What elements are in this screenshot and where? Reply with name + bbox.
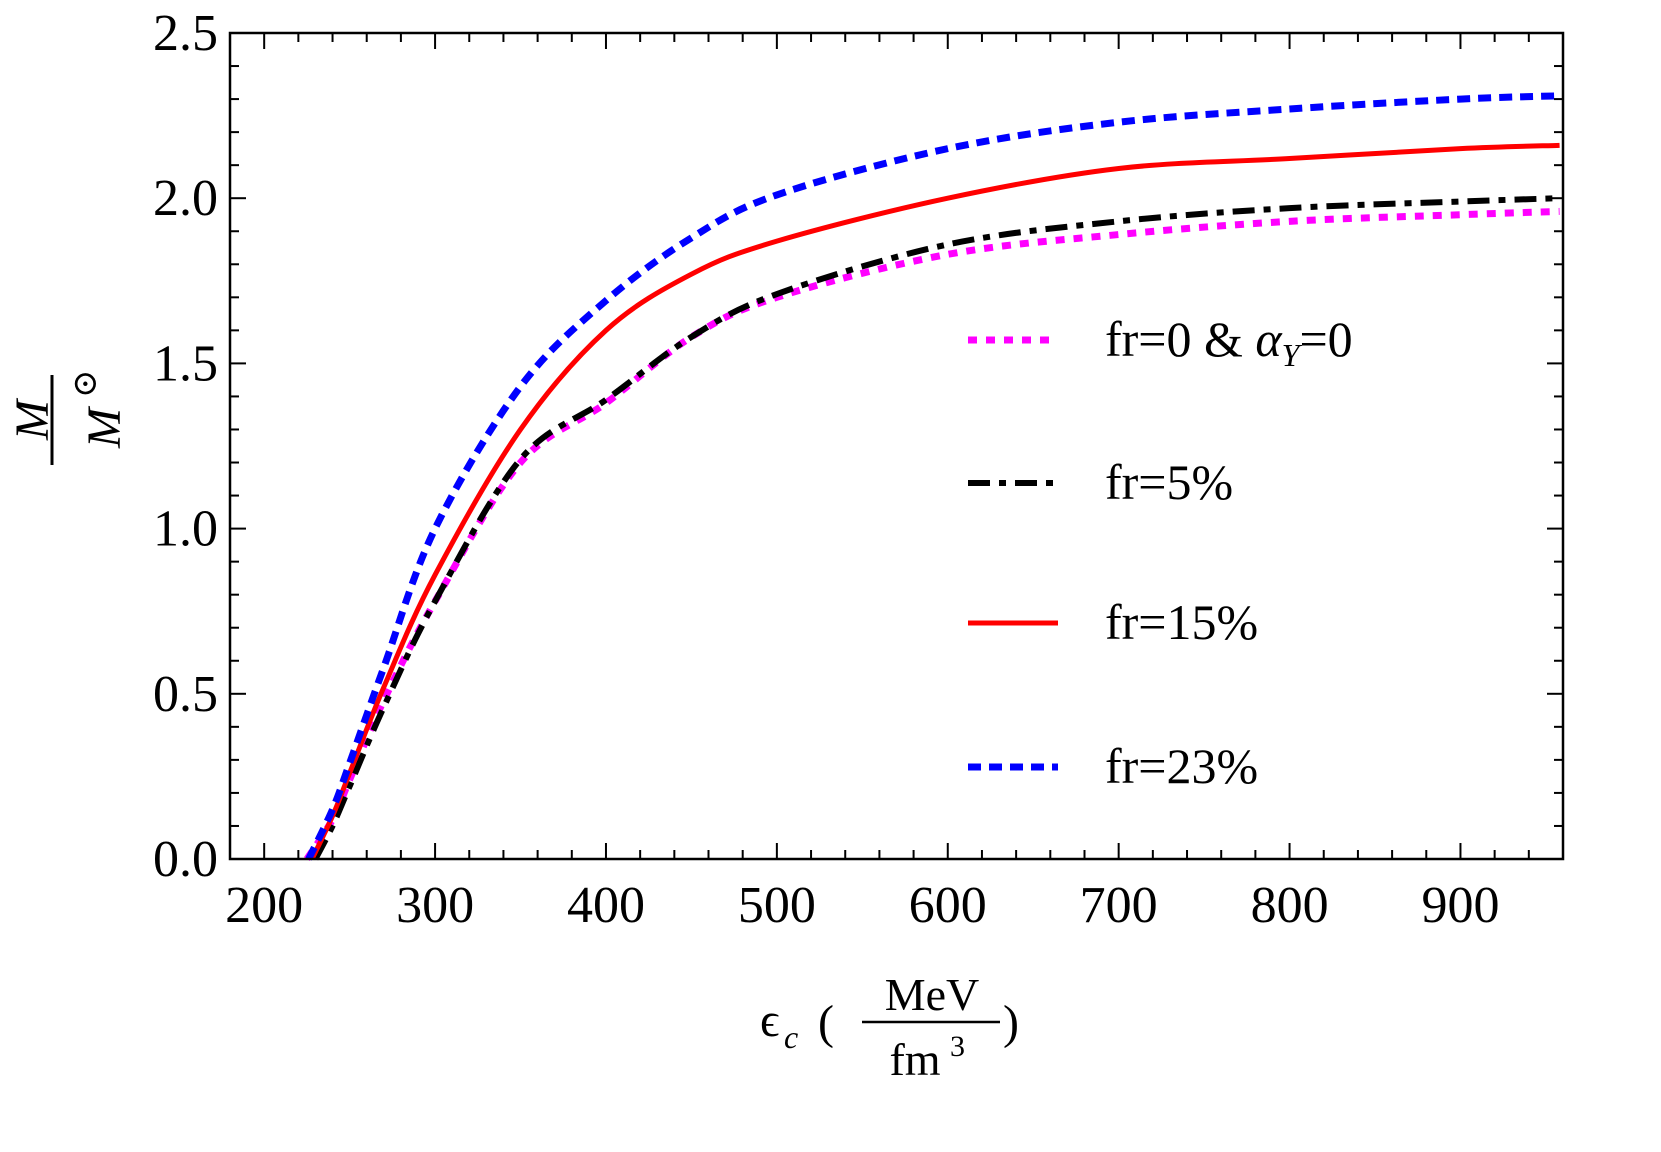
y-label-numerator: M [6, 397, 59, 441]
y-tick-label: 1.5 [153, 335, 218, 392]
x-label-unit-denominator: fm [889, 1034, 940, 1085]
legend-item-fr5: fr=5% [968, 454, 1233, 510]
y-label-denominator: M [78, 405, 131, 449]
y-label-sun-subscript: ⊙ [67, 370, 104, 399]
legend: fr=0 & αY=0 fr=5% fr=15% fr=23% [968, 311, 1353, 794]
y-tick-label: 0.0 [153, 831, 218, 888]
axis-ticks [229, 32, 1564, 860]
legend-item-fr23: fr=23% [968, 738, 1258, 794]
y-tick-label: 2.0 [153, 170, 218, 227]
series-line-1 [312, 195, 1560, 861]
series-line-3 [305, 92, 1560, 861]
series-line-0 [303, 207, 1560, 861]
x-label-paren-close: ) [1003, 996, 1019, 1049]
plot-frame [228, 31, 1565, 861]
x-tick-label: 300 [396, 877, 474, 934]
x-label-symbol: ϵ [760, 994, 779, 1047]
series-curves [303, 92, 1560, 861]
legend-label-fr0: fr=0 & αY=0 [1105, 311, 1353, 373]
series-line-2 [309, 142, 1560, 861]
x-tick-label: 500 [738, 877, 816, 934]
x-tick-label: 200 [225, 877, 303, 934]
x-tick-labels: 200 300 400 500 600 700 800 900 [225, 877, 1499, 934]
x-axis-label: ϵ c ( MeV fm 3 ) [760, 969, 1019, 1085]
x-tick-label: 900 [1421, 877, 1499, 934]
x-tick-label: 400 [567, 877, 645, 934]
x-label-unit-numerator: MeV [885, 969, 980, 1020]
legend-label-fr23: fr=23% [1105, 738, 1258, 794]
x-label-paren-open: ( [818, 996, 834, 1049]
legend-label-fr15: fr=15% [1105, 594, 1258, 650]
x-label-subscript: c [784, 1019, 798, 1055]
legend-item-fr15: fr=15% [968, 594, 1258, 650]
legend-label-fr5: fr=5% [1105, 454, 1233, 510]
y-tick-label: 0.5 [153, 666, 218, 723]
y-axis-label: M M ⊙ [6, 370, 131, 465]
x-tick-label: 800 [1251, 877, 1329, 934]
x-label-unit-exponent: 3 [950, 1030, 965, 1063]
x-tick-label: 600 [909, 877, 987, 934]
x-tick-label: 700 [1080, 877, 1158, 934]
y-tick-label: 2.5 [153, 5, 218, 62]
y-tick-labels: 0.0 0.5 1.0 1.5 2.0 2.5 [153, 5, 218, 888]
y-tick-label: 1.0 [153, 501, 218, 558]
legend-item-fr0: fr=0 & αY=0 [968, 311, 1353, 373]
